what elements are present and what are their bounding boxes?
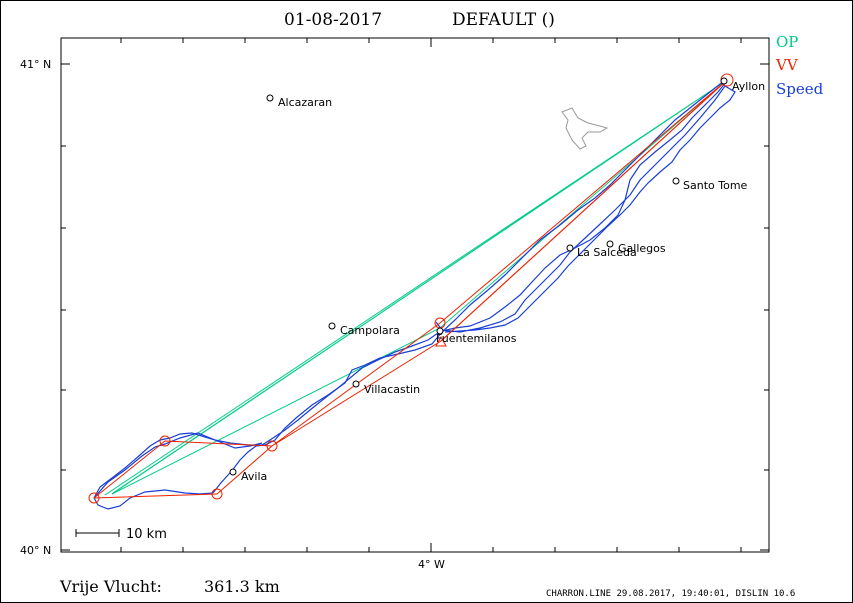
turnpoint-3 bbox=[266, 440, 278, 452]
summary-label: Vrije Vlucht: bbox=[59, 577, 162, 596]
town-markers bbox=[229, 77, 728, 476]
flight-track bbox=[93, 79, 736, 510]
footer-info: CHARRON.LINE 29.08.2017, 19:40:01, DISLI… bbox=[546, 589, 795, 599]
vv-lines bbox=[93, 79, 728, 499]
turnpoint-start bbox=[88, 492, 100, 504]
town-fuentemilanos: Fuentemilanos bbox=[436, 332, 517, 345]
town-alcazaran: Alcazaran bbox=[278, 96, 332, 109]
task-name: DEFAULT () bbox=[452, 10, 555, 30]
legend-op: OP bbox=[776, 33, 798, 51]
town-santo-tome: Santo Tome bbox=[683, 179, 748, 192]
legend-speed: Speed bbox=[776, 80, 824, 98]
lon-label: 4° W bbox=[418, 558, 445, 571]
axis-ticks bbox=[61, 38, 769, 552]
finish-triangle bbox=[435, 335, 447, 347]
lat-label-bottom: 40° N bbox=[20, 544, 51, 557]
turnpoint-1 bbox=[159, 435, 171, 447]
turnpoint-2 bbox=[211, 488, 223, 500]
town-campolara: Campolara bbox=[340, 324, 400, 337]
scale-bar bbox=[75, 529, 120, 537]
lake-outline bbox=[561, 107, 609, 150]
town-ayllon: Ayllon bbox=[732, 80, 765, 93]
lat-label-top: 41° N bbox=[20, 58, 51, 71]
summary-distance: 361.3 km bbox=[204, 577, 280, 596]
town-avila: Avila bbox=[241, 470, 267, 483]
map-frame bbox=[60, 37, 770, 553]
turnpoints bbox=[88, 73, 734, 504]
town-gallegos: Gallegos bbox=[618, 242, 666, 255]
town-villacastin: Villacastin bbox=[364, 383, 420, 396]
flight-date: 01-08-2017 bbox=[284, 10, 382, 30]
legend-vv: VV bbox=[775, 56, 799, 74]
scale-label: 10 km bbox=[126, 527, 167, 542]
town-la-salceda: La Salceda bbox=[577, 246, 637, 259]
